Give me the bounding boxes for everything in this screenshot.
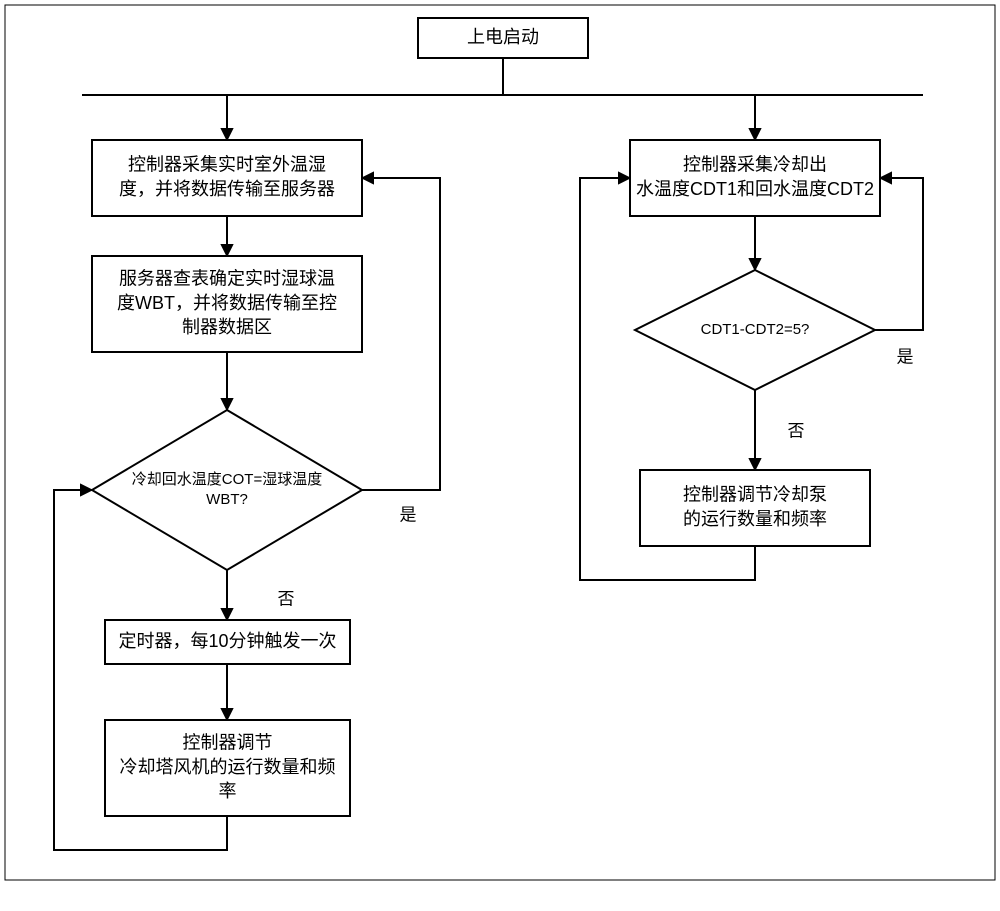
node-left_d: 冷却回水温度COT=湿球温度 WBT? — [92, 410, 362, 570]
node-text: 控制器采集冷却出 — [683, 155, 827, 175]
edge-label: 是 — [400, 505, 417, 524]
node-left2: 服务器查表确定实时湿球温度WBT，并将数据传输至控制器数据区 — [92, 256, 362, 352]
node-text: 冷却回水温度COT=湿球温度 — [132, 471, 322, 488]
node-text: 控制器调节 — [183, 732, 273, 752]
node-right2: 控制器调节冷却泵的运行数量和频率 — [640, 470, 870, 546]
edge-label: 否 — [788, 421, 805, 440]
node-left1: 控制器采集实时室外温湿度，并将数据传输至服务器 — [92, 140, 362, 216]
node-text: 率 — [219, 781, 237, 801]
node-text: 的运行数量和频率 — [683, 509, 827, 529]
edge-label: 是 — [897, 347, 914, 366]
node-text: 水温度CDT1和回水温度CDT2 — [636, 179, 874, 199]
flowchart-diagram: 否是否是上电启动控制器采集实时室外温湿度，并将数据传输至服务器服务器查表确定实时… — [0, 0, 1000, 911]
node-text: CDT1-CDT2=5? — [701, 321, 810, 338]
node-start: 上电启动 — [418, 18, 588, 58]
node-right1: 控制器采集冷却出水温度CDT1和回水温度CDT2 — [630, 140, 880, 216]
node-text: 控制器调节冷却泵 — [683, 485, 827, 505]
node-left3: 定时器，每10分钟触发一次 — [105, 620, 350, 664]
node-right_d: CDT1-CDT2=5? — [635, 270, 875, 390]
node-text: 服务器查表确定实时湿球温 — [119, 268, 335, 288]
node-text: 度，并将数据传输至服务器 — [119, 179, 335, 199]
node-text: 控制器采集实时室外温湿 — [128, 155, 326, 175]
node-text: WBT? — [206, 491, 248, 508]
node-text: 制器数据区 — [182, 317, 272, 337]
edge-label: 否 — [278, 589, 295, 608]
node-text: 度WBT，并将数据传输至控 — [117, 293, 337, 313]
node-text: 上电启动 — [467, 27, 539, 47]
node-text: 冷却塔风机的运行数量和频 — [120, 757, 336, 777]
node-left4: 控制器调节冷却塔风机的运行数量和频率 — [105, 720, 350, 816]
node-text: 定时器，每10分钟触发一次 — [118, 631, 336, 651]
